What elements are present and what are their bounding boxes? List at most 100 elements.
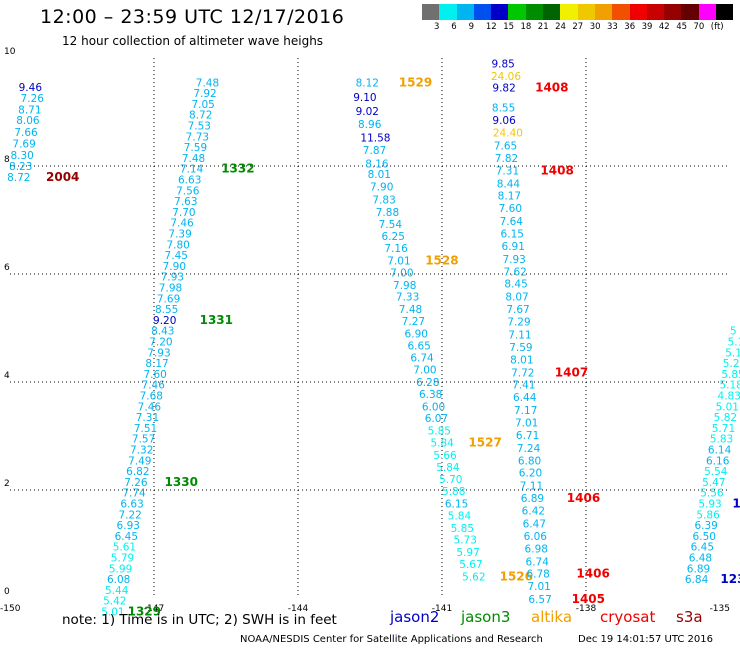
wave-height-label: 7.64 bbox=[500, 216, 524, 228]
wave-height-label: 5.61 bbox=[113, 542, 136, 554]
wave-height-label: 6.08 bbox=[107, 574, 130, 586]
wave-height-label: 6.48 bbox=[689, 553, 712, 565]
wave-height-label: 6.74 bbox=[526, 556, 550, 568]
wave-height-label: 5.44 bbox=[105, 585, 129, 597]
wave-height-label: 5.84 bbox=[448, 510, 472, 522]
wave-height-label: 5.84 bbox=[430, 437, 454, 449]
colorbar-swatch bbox=[681, 4, 699, 20]
wave-height-label: 5.85 bbox=[428, 426, 451, 438]
wave-height-label: 6.90 bbox=[405, 328, 428, 340]
colorbar-label: 45 bbox=[676, 22, 688, 32]
wave-height-label: 6.91 bbox=[502, 241, 525, 253]
wave-height-label: 7.05 bbox=[191, 99, 214, 111]
wave-height-label: 7.39 bbox=[168, 229, 191, 241]
wave-height-label: 7.16 bbox=[384, 243, 408, 255]
wave-height-label: 6.39 bbox=[694, 520, 717, 532]
wave-height-label: 7.20 bbox=[149, 337, 172, 349]
wave-height-label: 7.88 bbox=[376, 207, 399, 219]
wave-height-label: 7.65 bbox=[494, 140, 517, 152]
footnote: note: 1) Time is in UTC; 2) SWH is in fe… bbox=[62, 612, 337, 628]
wave-height-label: 7.29 bbox=[507, 317, 530, 329]
wave-height-label: 7.57 bbox=[132, 434, 155, 446]
wave-height-label: 7.69 bbox=[157, 293, 180, 305]
y-tick-label: 8 bbox=[4, 155, 10, 165]
wave-height-label: 6.65 bbox=[407, 340, 430, 352]
wave-height-label: 8.71 bbox=[18, 104, 41, 116]
wave-height-label: 6.06 bbox=[524, 531, 548, 543]
pass-time-label: 1332 bbox=[221, 162, 254, 176]
colorbar-label: 39 bbox=[641, 22, 653, 32]
wave-height-label: 6.84 bbox=[685, 574, 709, 586]
wave-height-label: 6.45 bbox=[691, 542, 714, 554]
pass-time-label: 1406 bbox=[576, 567, 609, 581]
wave-height-label: 7.49 bbox=[128, 455, 151, 467]
wave-height-label: 7.46 bbox=[170, 218, 194, 230]
wave-height-label: 7.56 bbox=[176, 185, 200, 197]
pass-time-label: 2004 bbox=[46, 170, 79, 184]
wave-height-label: 6.20 bbox=[519, 468, 542, 480]
wave-height-label: 7.67 bbox=[506, 304, 529, 316]
x-tick-label: -147 bbox=[144, 604, 164, 614]
wave-height-label: 7.59 bbox=[509, 342, 532, 354]
wave-height-label: 7.98 bbox=[393, 280, 416, 292]
colorbar-swatch bbox=[422, 4, 440, 20]
pass-time-label: 1406 bbox=[567, 491, 600, 505]
wave-height-label: 9.06 bbox=[492, 115, 516, 127]
wave-height-label: 24.06 bbox=[491, 71, 521, 83]
colorbar-swatch bbox=[473, 4, 492, 20]
colorbar-swatch bbox=[439, 4, 457, 20]
wave-height-label: 8.01 bbox=[510, 354, 533, 366]
wave-height-label: 7.70 bbox=[172, 207, 195, 219]
wave-height-label: 7.24 bbox=[517, 443, 541, 455]
wave-height-label: 7.00 bbox=[413, 365, 436, 377]
wave-height-label: 8.12 bbox=[356, 77, 379, 89]
wave-height-label: 7.33 bbox=[396, 292, 419, 304]
wave-height-label: 7.60 bbox=[143, 369, 166, 381]
colorbar-label: 21 bbox=[537, 22, 549, 32]
x-tick-label: -150 bbox=[0, 604, 21, 614]
wave-height-label: 8.72 bbox=[7, 172, 30, 184]
wave-height-label: 9.02 bbox=[356, 106, 379, 118]
wave-height-label: 6.25 bbox=[382, 231, 405, 243]
pass-time-label: 1527 bbox=[468, 435, 501, 449]
wave-height-label: 7.63 bbox=[174, 196, 197, 208]
wave-height-label: 5.01 bbox=[101, 607, 124, 619]
sat-jason3-label: jason3 bbox=[461, 608, 511, 626]
wave-height-label: 5.85 bbox=[451, 523, 474, 535]
wave-height-label: 6.45 bbox=[115, 531, 138, 543]
wave-height-label: 6.50 bbox=[693, 531, 716, 543]
wave-height-label: 6.15 bbox=[445, 499, 468, 511]
wave-height-label: 7.93 bbox=[502, 254, 525, 266]
wave-height-label: 5.70 bbox=[439, 474, 462, 486]
colorbar-swatch bbox=[716, 4, 734, 20]
wave-height-label: 11.58 bbox=[360, 132, 390, 144]
wave-height-label: 9.46 bbox=[19, 82, 43, 94]
wave-height-label: 7.01 bbox=[527, 581, 550, 593]
wave-height-label: 9.82 bbox=[492, 83, 515, 95]
wave-height-label: 8.17 bbox=[145, 358, 168, 370]
y-tick-label: 0 bbox=[4, 587, 10, 597]
pass-time-label: 1529 bbox=[399, 75, 432, 89]
wave-height-label: 7.68 bbox=[140, 391, 163, 403]
wave-height-label: 6.78 bbox=[526, 569, 549, 581]
wave-height-label: 5.85 bbox=[721, 369, 740, 381]
wave-height-label: 6.93 bbox=[117, 520, 140, 532]
chart-title: 12:00 – 23:59 UTC 12/17/2016 bbox=[40, 6, 345, 28]
y-tick-label: 10 bbox=[4, 47, 16, 57]
colorbar-label: 70 bbox=[693, 22, 705, 32]
wave-height-label: 7.93 bbox=[147, 347, 170, 359]
wave-height-label: 6.47 bbox=[523, 518, 546, 530]
wave-height-label: 8.23 bbox=[9, 161, 32, 173]
colorbar-swatch bbox=[646, 4, 665, 20]
colorbar-swatch bbox=[577, 4, 595, 20]
wave-height-label: 7.54 bbox=[379, 219, 403, 231]
colorbar-label: 9 bbox=[468, 22, 475, 32]
colorbar-swatch bbox=[560, 4, 578, 20]
pass-time-label: 1405 bbox=[572, 592, 605, 606]
y-tick-label: 4 bbox=[4, 371, 10, 381]
credit-text: NOAA/NESDIS Center for Satellite Applica… bbox=[240, 634, 543, 645]
wave-height-label: 6.38 bbox=[419, 389, 442, 401]
wave-height-label: 6.63 bbox=[178, 175, 201, 187]
wave-height-label: 6.16 bbox=[706, 455, 730, 467]
colorbar-swatch bbox=[664, 4, 682, 20]
